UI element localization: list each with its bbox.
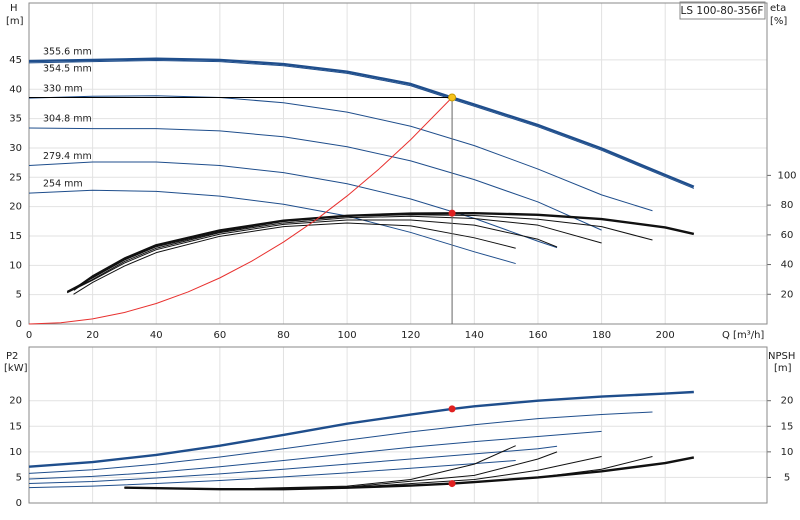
curve-label: 355.6 mm — [43, 47, 92, 58]
y-axis-title: P2 — [6, 351, 18, 362]
y2-axis-unit: [m] — [774, 363, 792, 374]
curve-label: 304.8 mm — [43, 113, 92, 124]
x-tick-label: 200 — [656, 330, 675, 341]
y2-axis-unit: [%] — [770, 16, 787, 27]
y2-axis-title: NPSH — [768, 351, 795, 362]
curve-y2 — [66, 214, 653, 292]
curve — [28, 97, 453, 325]
x-tick-label: 80 — [277, 330, 290, 341]
curve — [28, 445, 558, 485]
curve-y2 — [66, 219, 558, 294]
plot-frame — [28, 2, 768, 325]
x-tick-label: 20 — [86, 330, 99, 341]
y-tick-label: 45 — [9, 55, 22, 66]
y-tick-label: 5 — [16, 290, 22, 301]
x-axis-title: Q [m³/h] — [722, 330, 764, 341]
x-tick-label: 160 — [528, 330, 547, 341]
y-tick-label: 5 — [16, 472, 22, 483]
curve-y2 — [124, 445, 516, 490]
curve — [28, 390, 694, 468]
y2-tick-label: 100 — [777, 170, 796, 181]
y-tick-label: 30 — [9, 143, 22, 154]
curve — [28, 60, 695, 189]
x-tick-label: 140 — [465, 330, 484, 341]
curve-label: 254 mm — [43, 179, 83, 190]
model-box — [679, 1, 766, 20]
y2-tick-label: 40 — [781, 260, 794, 271]
x-tick-label: 100 — [338, 330, 357, 341]
y-tick-label: 15 — [9, 421, 22, 432]
curve-y2 — [73, 222, 516, 295]
y2-tick-label: 80 — [781, 200, 794, 211]
x-tick-label: 0 — [26, 330, 32, 341]
y2-tick-label: 10 — [781, 447, 794, 458]
curve — [28, 411, 653, 474]
y-tick-label: 10 — [9, 260, 22, 271]
operating-point — [448, 93, 457, 102]
curve — [28, 430, 602, 480]
y-tick-label: 20 — [9, 202, 22, 213]
y-axis-title: H — [10, 3, 18, 14]
y-tick-label: 15 — [9, 231, 22, 242]
curve — [28, 161, 558, 249]
y-tick-label: 25 — [9, 172, 22, 183]
y2-axis-title: eta — [770, 3, 786, 14]
operating-point-y2 — [448, 209, 456, 217]
curve — [28, 189, 516, 265]
y-tick-label: 10 — [9, 447, 22, 458]
curve — [28, 127, 602, 231]
operating-point — [448, 405, 456, 413]
curve-label: 330 mm — [43, 84, 83, 95]
curve — [28, 95, 653, 212]
y2-tick-label: 20 — [781, 289, 794, 300]
y-axis-unit: [kW] — [4, 363, 28, 374]
y-tick-label: 0 — [16, 319, 22, 330]
y2-tick-label: 15 — [781, 421, 794, 432]
y-tick-label: 35 — [9, 114, 22, 125]
operating-point-y2 — [448, 480, 456, 488]
y2-tick-label: 20 — [781, 396, 794, 407]
y-axis-unit: [m] — [6, 16, 24, 27]
x-tick-label: 180 — [592, 330, 611, 341]
model-title: LS 100-80-356F — [681, 5, 764, 17]
x-tick-label: 40 — [150, 330, 163, 341]
curve — [28, 460, 516, 489]
y-tick-label: 0 — [16, 498, 22, 509]
x-tick-label: 120 — [401, 330, 420, 341]
curve-y2 — [66, 215, 602, 293]
y2-tick-label: 5 — [784, 472, 790, 483]
curve-label: 354.5 mm — [43, 63, 92, 74]
y-tick-label: 40 — [9, 84, 22, 95]
curve-label: 279.4 mm — [43, 151, 92, 162]
curve — [28, 57, 695, 188]
y-tick-label: 20 — [9, 396, 22, 407]
y2-tick-label: 60 — [781, 230, 794, 241]
x-tick-label: 60 — [213, 330, 226, 341]
plot-frame — [28, 346, 768, 504]
